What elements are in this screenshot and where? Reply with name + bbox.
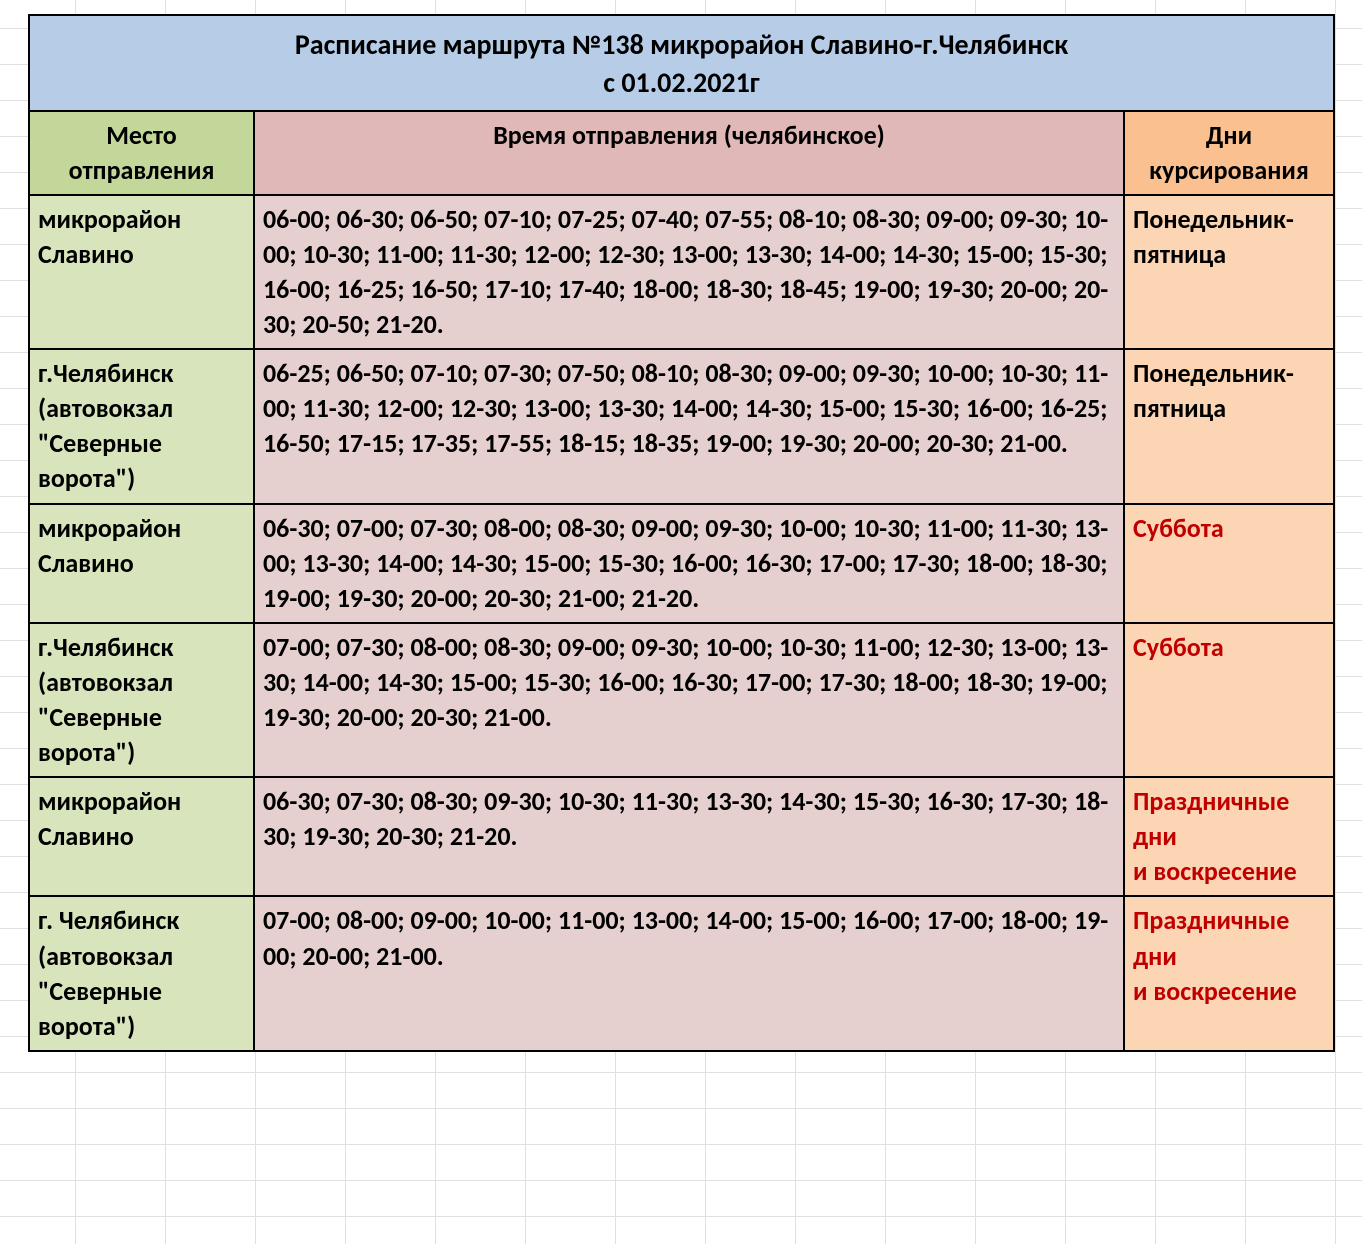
cell-departure: микрорайон Славино bbox=[29, 504, 254, 623]
table-row: микрорайон Славино06-30; 07-30; 08-30; 0… bbox=[29, 777, 1334, 896]
cell-times: 06-30; 07-30; 08-30; 09-30; 10-30; 11-30… bbox=[254, 777, 1124, 896]
cell-times: 06-00; 06-30; 06-50; 07-10; 07-25; 07-40… bbox=[254, 195, 1124, 349]
header-departure: Место отправления bbox=[29, 111, 254, 195]
header-times: Время отправления (челябинское) bbox=[254, 111, 1124, 195]
header-row: Место отправления Время отправления (чел… bbox=[29, 111, 1334, 195]
header-days: Дни курсирования bbox=[1124, 111, 1334, 195]
cell-departure: микрорайон Славино bbox=[29, 777, 254, 896]
cell-times: 06-25; 06-50; 07-10; 07-30; 07-50; 08-10… bbox=[254, 349, 1124, 503]
table-row: г.Челябинск (автовокзал "Северные ворота… bbox=[29, 623, 1334, 777]
table-row: микрорайон Славино06-00; 06-30; 06-50; 0… bbox=[29, 195, 1334, 349]
title-line-1: Расписание маршрута №138 микрорайон Слав… bbox=[295, 27, 1068, 62]
cell-departure: микрорайон Славино bbox=[29, 195, 254, 349]
table-row: г.Челябинск (автовокзал "Северные ворота… bbox=[29, 349, 1334, 503]
schedule-table: Расписание маршрута №138 микрорайон Слав… bbox=[28, 14, 1335, 1052]
cell-departure: г. Челябинск (автовокзал "Северные ворот… bbox=[29, 896, 254, 1050]
spreadsheet-background: Расписание маршрута №138 микрорайон Слав… bbox=[0, 0, 1362, 1244]
table-row: микрорайон Славино06-30; 07-00; 07-30; 0… bbox=[29, 504, 1334, 623]
title-line-2: с 01.02.2021г bbox=[603, 65, 759, 100]
cell-departure: г.Челябинск (автовокзал "Северные ворота… bbox=[29, 349, 254, 503]
title-row: Расписание маршрута №138 микрорайон Слав… bbox=[29, 15, 1334, 111]
cell-days: Праздничные дни и воскресение bbox=[1124, 777, 1334, 896]
schedule-title: Расписание маршрута №138 микрорайон Слав… bbox=[29, 15, 1334, 111]
cell-days: Понедельник-пятница bbox=[1124, 195, 1334, 349]
cell-days: Понедельник-пятница bbox=[1124, 349, 1334, 503]
table-row: г. Челябинск (автовокзал "Северные ворот… bbox=[29, 896, 1334, 1050]
cell-days: Суббота bbox=[1124, 623, 1334, 777]
cell-times: 07-00; 08-00; 09-00; 10-00; 11-00; 13-00… bbox=[254, 896, 1124, 1050]
cell-times: 07-00; 07-30; 08-00; 08-30; 09-00; 09-30… bbox=[254, 623, 1124, 777]
schedule-table-container: Расписание маршрута №138 микрорайон Слав… bbox=[28, 14, 1333, 1052]
cell-days: Праздничные дни и воскресение bbox=[1124, 896, 1334, 1050]
cell-days: Суббота bbox=[1124, 504, 1334, 623]
cell-times: 06-30; 07-00; 07-30; 08-00; 08-30; 09-00… bbox=[254, 504, 1124, 623]
cell-departure: г.Челябинск (автовокзал "Северные ворота… bbox=[29, 623, 254, 777]
